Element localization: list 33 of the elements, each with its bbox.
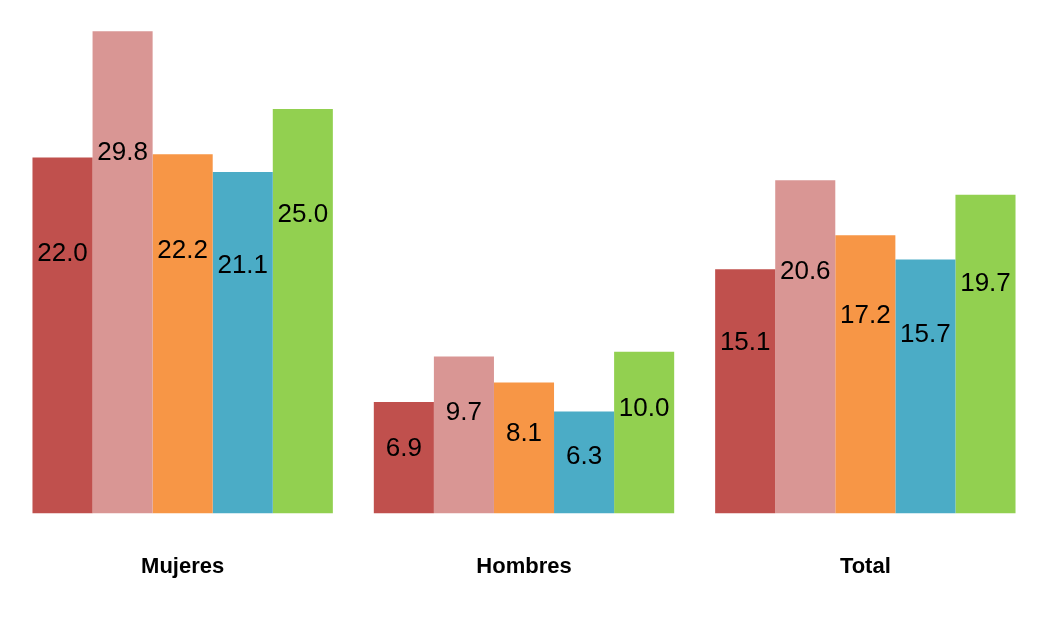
data-label: 9.7 — [445, 396, 482, 427]
bar — [554, 411, 615, 514]
bar — [775, 180, 836, 514]
data-label: 8.1 — [505, 416, 543, 447]
x-tick-label: Mujeres — [141, 552, 225, 578]
bar — [32, 157, 93, 514]
data-label: 22.0 — [37, 236, 88, 267]
data-label: 6.9 — [385, 432, 422, 463]
bar — [373, 401, 434, 514]
bar — [614, 351, 675, 514]
bar — [493, 382, 555, 514]
data-label: 20.6 — [779, 255, 831, 286]
data-label: 29.8 — [97, 135, 148, 166]
bar — [92, 31, 153, 514]
x-tick-label: Total — [839, 552, 891, 578]
bar — [895, 259, 956, 514]
bar — [433, 356, 494, 514]
data-label: 25.0 — [277, 198, 329, 229]
bar — [955, 194, 1016, 514]
data-label: 22.2 — [157, 234, 208, 265]
data-label: 15.7 — [900, 318, 951, 349]
bar — [835, 235, 896, 514]
data-label: 10.0 — [618, 392, 670, 423]
data-label: 17.2 — [840, 299, 891, 330]
data-label: 6.3 — [566, 440, 603, 471]
data-label: 21.1 — [217, 248, 269, 279]
bar — [212, 172, 273, 514]
data-label: 15.1 — [719, 326, 771, 357]
data-label: 19.7 — [960, 266, 1011, 297]
bar — [715, 269, 776, 514]
bar — [152, 154, 213, 514]
x-tick-label: Hombres — [476, 552, 572, 578]
bar — [272, 108, 333, 514]
